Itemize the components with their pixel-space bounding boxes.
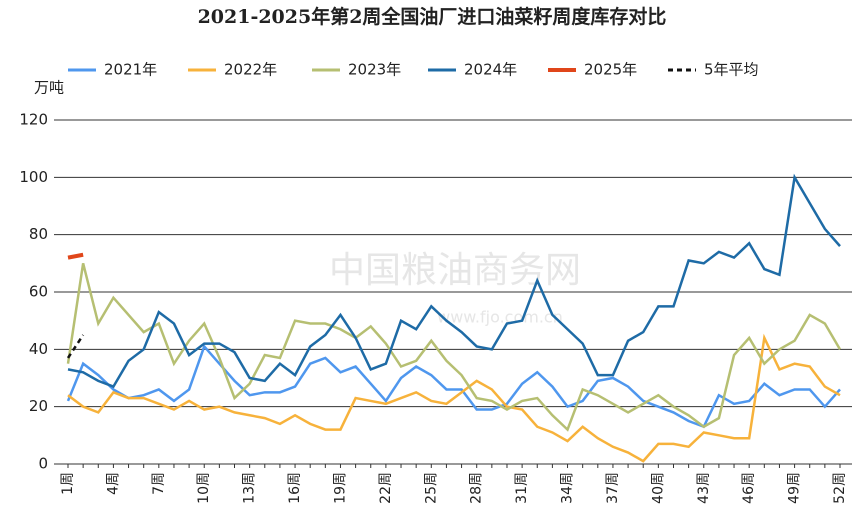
legend-label: 2022年 bbox=[224, 61, 277, 79]
series-line bbox=[66, 263, 842, 432]
x-tick-label: 7周 bbox=[151, 472, 167, 495]
x-tick-label: 4周 bbox=[105, 472, 121, 495]
x-tick-label: 19周 bbox=[332, 472, 348, 504]
x-tick-label: 46周 bbox=[741, 472, 757, 504]
legend-label: 5年平均 bbox=[704, 61, 759, 79]
series-line bbox=[67, 252, 84, 260]
legend-label: 2025年 bbox=[584, 61, 637, 79]
legend-label: 2023年 bbox=[348, 61, 401, 79]
x-tick-label: 37周 bbox=[605, 472, 621, 504]
y-tick-label: 120 bbox=[19, 111, 48, 129]
y-tick-label: 100 bbox=[19, 168, 48, 186]
chart-title: 2021-2025年第2周全国油厂进口油菜籽周度库存对比 bbox=[198, 5, 667, 28]
series-line bbox=[66, 344, 841, 429]
x-tick-label: 52周 bbox=[832, 472, 848, 504]
y-tick-label: 60 bbox=[29, 283, 48, 301]
x-tick-label: 40周 bbox=[650, 472, 666, 504]
series-line bbox=[67, 333, 841, 463]
x-tick-label: 16周 bbox=[287, 472, 303, 504]
x-tick-label: 43周 bbox=[696, 472, 712, 504]
watermark: www.fjo.com.cn bbox=[437, 308, 563, 327]
x-tick-label: 34周 bbox=[560, 472, 576, 504]
y-tick-label: 40 bbox=[29, 340, 48, 358]
y-axis-label: 万吨 bbox=[34, 79, 64, 97]
legend-label: 2021年 bbox=[104, 61, 157, 79]
x-tick-label: 10周 bbox=[196, 472, 212, 504]
y-tick-label: 0 bbox=[38, 455, 48, 473]
series-line bbox=[67, 173, 841, 389]
watermark: 中国粮油商务网 bbox=[329, 250, 581, 291]
x-tick-label: 1周 bbox=[60, 472, 76, 495]
series-line bbox=[66, 334, 85, 359]
x-tick-label: 31周 bbox=[514, 472, 530, 504]
x-tick-label: 25周 bbox=[423, 472, 439, 504]
x-tick-label: 28周 bbox=[469, 472, 485, 504]
x-tick-label: 49周 bbox=[787, 472, 803, 504]
y-tick-label: 20 bbox=[29, 397, 48, 415]
x-tick-label: 22周 bbox=[378, 472, 394, 504]
legend-label: 2024年 bbox=[464, 61, 517, 79]
y-tick-label: 80 bbox=[29, 225, 48, 243]
x-tick-label: 13周 bbox=[242, 472, 258, 504]
